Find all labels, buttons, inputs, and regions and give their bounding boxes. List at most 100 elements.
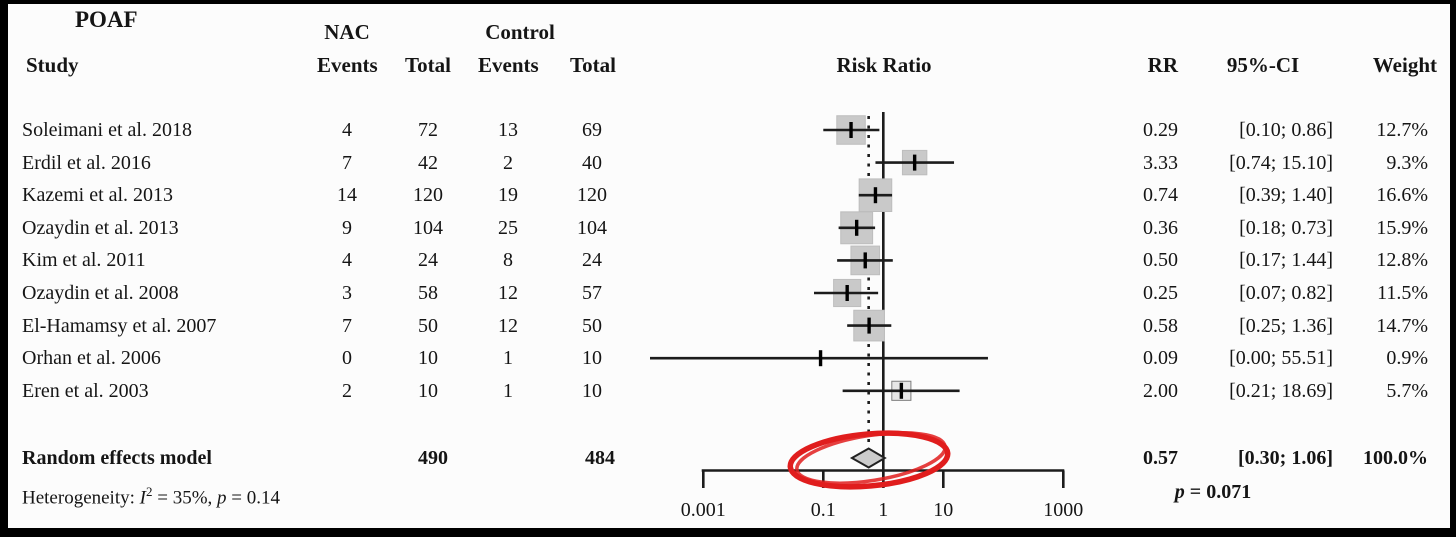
control-total-value: 120 <box>577 184 607 207</box>
ci-value: [0.39; 1.40] <box>1239 184 1333 207</box>
control-total-value: 24 <box>582 249 602 272</box>
x-axis-tick-label: 0.1 <box>810 499 836 521</box>
weight-value: 12.8% <box>1376 249 1428 272</box>
ci-value: [0.07; 0.82] <box>1239 282 1333 304</box>
control-events-value: 19 <box>498 184 518 207</box>
control-total-value: 57 <box>582 282 602 304</box>
nac-events-value: 7 <box>342 151 352 174</box>
nac-events-value: 3 <box>342 282 352 304</box>
i-squared-symbol: I <box>139 487 146 509</box>
ci-value: [0.10; 0.86] <box>1239 119 1333 141</box>
control-total-value: 104 <box>577 216 607 239</box>
study-name: Soleimani et al. 2018 <box>22 119 192 141</box>
rr-value: 2.00 <box>1143 379 1178 402</box>
study-name: Kazemi et al. 2013 <box>22 184 174 207</box>
control-events-value: 25 <box>498 216 518 239</box>
study-name: Erdil et al. 2016 <box>22 151 151 174</box>
summary-ci-value: [0.30; 1.06] <box>1238 447 1333 469</box>
nac-events-value: 7 <box>342 314 352 337</box>
summary-diamond <box>849 447 887 469</box>
nac-events-value: 9 <box>342 216 352 239</box>
study-name: Ozaydin et al. 2008 <box>22 282 179 304</box>
column-group-nac: NAC <box>324 20 370 44</box>
x-axis-tick-label: 0.001 <box>680 499 726 521</box>
nac-events-value: 4 <box>342 119 352 141</box>
column-header-weight: Weight <box>1372 53 1437 77</box>
summary-p-value: p = 0.071 <box>1174 481 1252 503</box>
control-events-value: 1 <box>503 379 513 402</box>
study-name: Eren et al. 2003 <box>22 379 149 402</box>
x-axis-tick-label: 1000 <box>1043 499 1084 521</box>
summary-label: Random effects model <box>22 447 212 469</box>
rr-value: 0.29 <box>1143 119 1178 141</box>
p-symbol: p <box>217 487 227 509</box>
summary-nac-total: 490 <box>418 447 448 469</box>
control-total-value: 69 <box>582 119 602 141</box>
nac-events-value: 2 <box>342 379 352 402</box>
nac-events-value: 0 <box>342 347 352 370</box>
control-events-value: 12 <box>498 282 518 304</box>
x-axis-tick-label: 1 <box>878 499 889 521</box>
rr-value: 0.50 <box>1143 249 1178 272</box>
study-name: Kim et al. 2011 <box>22 249 146 272</box>
red-circle-annotation <box>787 430 951 490</box>
control-events-value: 12 <box>498 314 518 337</box>
nac-total-value: 10 <box>418 379 438 402</box>
column-header-nac-events: Events <box>317 53 378 77</box>
nac-total-value: 104 <box>413 216 443 239</box>
nac-total-value: 10 <box>418 347 438 370</box>
nac-total-value: 72 <box>418 119 438 141</box>
ci-value: [0.74; 15.10] <box>1229 151 1333 174</box>
summary-rr-value: 0.57 <box>1143 447 1178 469</box>
column-group-control: Control <box>485 20 555 44</box>
rr-value: 0.74 <box>1143 184 1178 207</box>
control-total-value: 50 <box>582 314 602 337</box>
column-header-control-total: Total <box>570 53 616 77</box>
study-name: Orhan et al. 2006 <box>22 347 161 370</box>
ci-value: [0.18; 0.73] <box>1239 216 1333 239</box>
weight-value: 15.9% <box>1376 216 1428 239</box>
ci-value: [0.00; 55.51] <box>1229 347 1333 370</box>
heterogeneity-stat: Heterogeneity: I2 = 35%, p = 0.14 <box>22 484 280 509</box>
column-header-risk-ratio: Risk Ratio <box>836 53 932 77</box>
ci-value: [0.17; 1.44] <box>1239 249 1333 272</box>
column-header-study: Study <box>26 53 79 77</box>
rr-value: 0.25 <box>1143 282 1178 304</box>
weight-value: 16.6% <box>1376 184 1428 207</box>
ci-value: [0.25; 1.36] <box>1239 314 1333 337</box>
study-name: Ozaydin et al. 2013 <box>22 216 179 239</box>
control-total-value: 10 <box>582 347 602 370</box>
weight-value: 14.7% <box>1376 314 1428 337</box>
control-events-value: 8 <box>503 249 513 272</box>
nac-total-value: 58 <box>418 282 438 304</box>
study-name: El-Hamamsy et al. 2007 <box>22 314 217 337</box>
summary-weight-value: 100.0% <box>1363 447 1428 469</box>
nac-events-value: 14 <box>337 184 357 207</box>
weight-value: 0.9% <box>1386 347 1428 370</box>
x-axis-tick-label: 10 <box>933 499 954 521</box>
nac-total-value: 50 <box>418 314 438 337</box>
weight-value: 9.3% <box>1386 151 1428 174</box>
figure-background <box>8 4 1450 528</box>
red-circle-annotation <box>795 431 947 485</box>
rr-value: 0.09 <box>1143 347 1178 370</box>
control-events-value: 13 <box>498 119 518 141</box>
figure-title: POAF <box>75 7 138 32</box>
column-header-control-events: Events <box>478 53 539 77</box>
nac-total-value: 24 <box>418 249 438 272</box>
column-header-nac-total: Total <box>405 53 451 77</box>
ci-value: [0.21; 18.69] <box>1229 379 1333 402</box>
control-total-value: 40 <box>582 151 602 174</box>
control-events-value: 1 <box>503 347 513 370</box>
weight-value: 5.7% <box>1386 379 1428 402</box>
rr-value: 0.36 <box>1143 216 1178 239</box>
weight-value: 12.7% <box>1376 119 1428 141</box>
control-total-value: 10 <box>582 379 602 402</box>
control-events-value: 2 <box>503 151 513 174</box>
